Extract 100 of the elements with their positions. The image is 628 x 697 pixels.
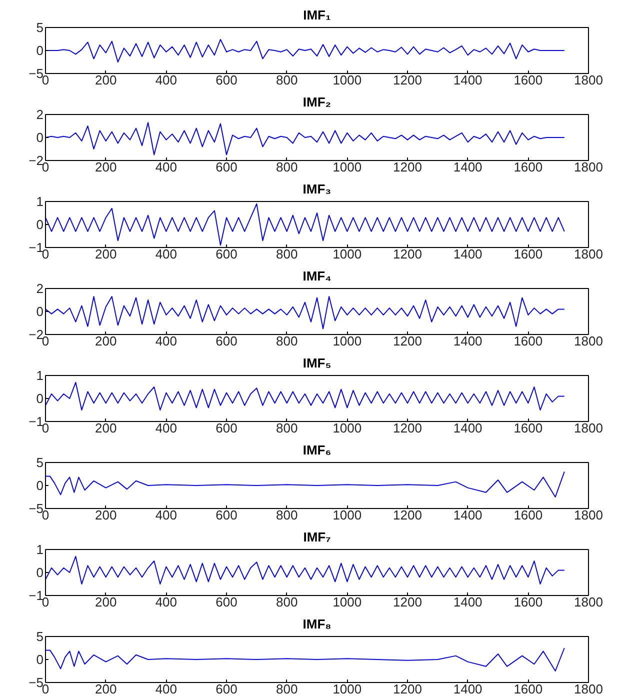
y-tick-label: 0 — [36, 565, 44, 580]
y-tick-label: 1 — [36, 368, 44, 383]
x-tick-label: 200 — [94, 72, 117, 88]
x-tick-label: 1600 — [514, 334, 543, 348]
x-tick-label: 1600 — [514, 420, 543, 436]
x-tick-label: 1600 — [514, 508, 543, 522]
x-tick-label: 1200 — [393, 334, 422, 348]
line-series — [46, 203, 565, 246]
line-series — [46, 38, 565, 62]
x-tick-label: 1800 — [574, 682, 603, 696]
x-tick-label: 1200 — [393, 246, 422, 262]
line-series — [46, 471, 565, 498]
y-tick-label: 5 — [36, 455, 44, 470]
y-tick-label: −5 — [28, 675, 44, 690]
x-tick-label: 800 — [276, 72, 298, 88]
line-series — [46, 648, 565, 672]
x-tick-label: 1000 — [332, 160, 362, 174]
x-tick-label: 800 — [276, 420, 298, 436]
chart-title: IMF₇ — [303, 530, 331, 544]
y-tick-label: −1 — [28, 588, 44, 603]
chart-title: IMF₃ — [302, 182, 332, 196]
chart-title: IMF₆ — [302, 442, 332, 458]
y-tick-label: −2 — [28, 153, 44, 168]
y-tick-label: 0 — [36, 217, 44, 232]
y-tick-label: −5 — [28, 501, 44, 516]
x-tick-label: 400 — [155, 334, 178, 348]
x-tick-label: 600 — [216, 594, 238, 610]
x-tick-label: 1400 — [453, 508, 482, 522]
line-series — [46, 122, 565, 156]
x-tick-label: 400 — [155, 246, 178, 262]
y-tick-label: 0 — [36, 43, 44, 58]
x-tick-label: 600 — [216, 72, 238, 88]
x-tick-label: 200 — [94, 420, 117, 436]
y-tick-label: 2 — [36, 107, 44, 122]
x-tick-label: 800 — [276, 594, 298, 610]
y-tick-label: 0 — [36, 130, 44, 145]
x-tick-label: 800 — [276, 682, 298, 696]
x-tick-label: 1000 — [332, 246, 362, 262]
x-tick-label: 1600 — [514, 246, 543, 262]
x-tick-label: 1400 — [453, 334, 482, 348]
x-tick-label: 400 — [155, 160, 178, 174]
y-tick-label: −5 — [28, 66, 44, 81]
line-series — [46, 556, 565, 584]
x-tick-label: 1000 — [332, 72, 362, 88]
chart-title: IMF₈ — [302, 616, 332, 632]
line-series — [46, 382, 565, 410]
line-series — [46, 296, 565, 330]
x-tick-label: 200 — [94, 508, 117, 522]
x-tick-label: 200 — [94, 160, 117, 174]
x-tick-label: 400 — [155, 594, 178, 610]
x-tick-label: 600 — [216, 246, 238, 262]
x-tick-label: 1000 — [332, 594, 362, 610]
x-tick-label: 1800 — [574, 334, 603, 348]
x-tick-label: 1800 — [574, 420, 603, 436]
x-tick-label: 400 — [155, 72, 178, 88]
x-tick-label: 600 — [216, 682, 238, 696]
x-tick-label: 1800 — [574, 594, 603, 610]
x-tick-label: 600 — [216, 420, 238, 436]
x-tick-label: 800 — [276, 246, 298, 262]
y-tick-label: 0 — [36, 391, 44, 406]
y-tick-label: −1 — [28, 240, 44, 255]
x-tick-label: 1600 — [514, 682, 543, 696]
x-tick-label: 400 — [155, 420, 178, 436]
x-tick-label: 1200 — [393, 160, 422, 174]
y-tick-label: 5 — [36, 20, 44, 35]
x-tick-label: 1400 — [453, 160, 482, 174]
y-tick-label: 5 — [36, 629, 44, 644]
x-tick-label: 400 — [155, 508, 178, 522]
chart-title: IMF₁ — [303, 8, 331, 22]
x-tick-label: 800 — [276, 508, 298, 522]
x-tick-label: 1400 — [453, 594, 482, 610]
y-tick-label: 1 — [36, 542, 44, 557]
x-tick-label: 1800 — [574, 72, 603, 88]
x-tick-label: 200 — [94, 334, 117, 348]
y-tick-label: 0 — [36, 478, 44, 493]
x-tick-label: 1400 — [453, 246, 482, 262]
chart-title: IMF₂ — [302, 94, 332, 110]
x-tick-label: 1600 — [514, 72, 543, 88]
x-tick-label: 1200 — [393, 594, 422, 610]
x-tick-label: 1200 — [393, 682, 422, 696]
x-tick-label: 1600 — [514, 160, 543, 174]
y-tick-label: 2 — [36, 281, 44, 296]
x-tick-label: 1600 — [514, 594, 543, 610]
x-tick-label: 1200 — [393, 508, 422, 522]
x-tick-label: 1000 — [332, 420, 362, 436]
x-tick-label: 1400 — [453, 420, 482, 436]
x-tick-label: 1800 — [574, 508, 603, 522]
x-tick-label: 1000 — [332, 334, 362, 348]
x-tick-label: 200 — [94, 246, 117, 262]
x-tick-label: 600 — [216, 160, 238, 174]
y-tick-label: −1 — [28, 414, 44, 429]
x-tick-label: 1000 — [332, 508, 362, 522]
y-tick-label: −2 — [28, 327, 44, 342]
x-tick-label: 1200 — [393, 72, 422, 88]
x-tick-label: 1400 — [453, 72, 482, 88]
x-tick-label: 200 — [94, 682, 117, 696]
x-tick-label: 600 — [216, 334, 238, 348]
x-tick-label: 800 — [276, 334, 298, 348]
x-tick-label: 200 — [94, 594, 117, 610]
x-tick-label: 1800 — [574, 160, 603, 174]
